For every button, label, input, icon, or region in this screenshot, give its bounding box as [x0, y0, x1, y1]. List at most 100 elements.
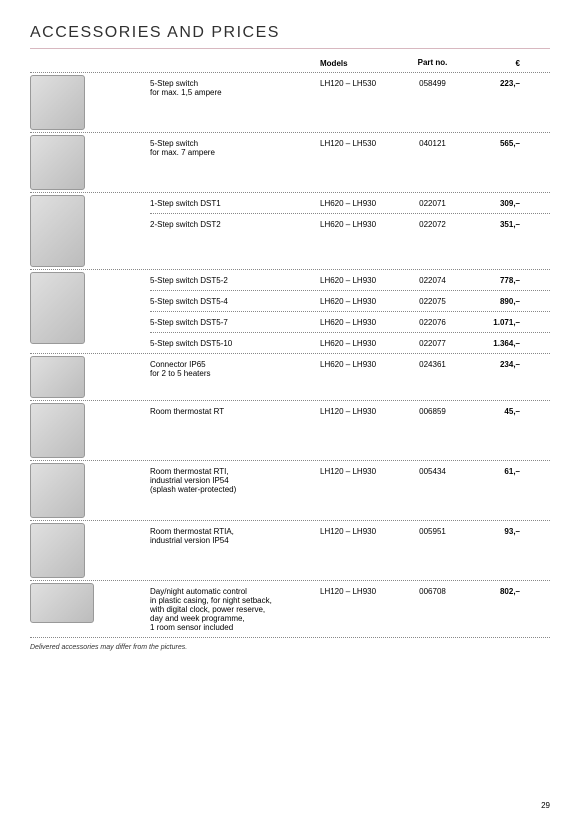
model-cell: LH620 – LH930 — [320, 276, 405, 285]
table-row: 5-Step switch DST5-7LH620 – LH9300220761… — [150, 312, 550, 333]
model-cell: LH120 – LH930 — [320, 587, 405, 632]
part-cell: 005951 — [405, 527, 460, 545]
desc-cell: Day/night automatic controlin plastic ca… — [150, 587, 320, 632]
table-row: Day/night automatic controlin plastic ca… — [150, 581, 550, 637]
part-cell: 040121 — [405, 139, 460, 157]
product-image — [30, 583, 94, 623]
product-image-cell — [30, 73, 150, 132]
model-cell: LH620 – LH930 — [320, 199, 405, 208]
footnote: Delivered accessories may differ from th… — [30, 644, 550, 651]
product-image — [30, 195, 85, 267]
price-cell: 890,– — [460, 297, 520, 306]
model-cell: LH120 – LH930 — [320, 527, 405, 545]
price-cell: 1.364,– — [460, 339, 520, 348]
model-cell: LH120 – LH930 — [320, 467, 405, 494]
part-cell: 006708 — [405, 587, 460, 632]
desc-cell: 5-Step switchfor max. 7 ampere — [150, 139, 320, 157]
table-row: Room thermostat RTIA,industrial version … — [150, 521, 550, 550]
price-cell: 309,– — [460, 199, 520, 208]
part-cell: 022072 — [405, 220, 460, 229]
table-row-group: Room thermostat RTLH120 – LH93000685945,… — [30, 401, 550, 461]
desc-cell: 5-Step switchfor max. 1,5 ampere — [150, 79, 320, 97]
price-cell: 223,– — [460, 79, 520, 97]
desc-cell: 2-Step switch DST2 — [150, 220, 320, 229]
header-models: Models — [320, 59, 405, 68]
price-cell: 778,– — [460, 276, 520, 285]
table-row: 1-Step switch DST1LH620 – LH930022071309… — [150, 193, 550, 214]
table-row-group: 5-Step switchfor max. 1,5 ampereLH120 – … — [30, 73, 550, 133]
table-row-group: Room thermostat RTI,industrial version I… — [30, 461, 550, 521]
model-cell: LH620 – LH930 — [320, 318, 405, 327]
desc-cell: Connector IP65for 2 to 5 heaters — [150, 360, 320, 378]
price-cell: 351,– — [460, 220, 520, 229]
price-cell: 61,– — [460, 467, 520, 494]
product-image — [30, 463, 85, 518]
product-image-cell — [30, 461, 150, 520]
product-image — [30, 75, 85, 130]
product-image — [30, 135, 85, 190]
table-row: Room thermostat RTI,industrial version I… — [150, 461, 550, 499]
table-header: Models Part no. € — [30, 55, 550, 73]
table-row: 5-Step switch DST5-10LH620 – LH930022077… — [150, 333, 550, 353]
model-cell: LH120 – LH930 — [320, 407, 405, 416]
table-row-group: Room thermostat RTIA,industrial version … — [30, 521, 550, 581]
product-image — [30, 403, 85, 458]
product-image-cell — [30, 354, 150, 400]
part-cell: 058499 — [405, 79, 460, 97]
model-cell: LH120 – LH530 — [320, 79, 405, 97]
model-cell: LH620 – LH930 — [320, 360, 405, 378]
price-cell: 93,– — [460, 527, 520, 545]
table-row: 5-Step switchfor max. 7 ampereLH120 – LH… — [150, 133, 550, 162]
model-cell: LH620 – LH930 — [320, 220, 405, 229]
product-image — [30, 356, 85, 398]
page-title: ACCESSORIES AND PRICES — [30, 24, 550, 49]
desc-cell: Room thermostat RT — [150, 407, 320, 416]
desc-cell: Room thermostat RTI,industrial version I… — [150, 467, 320, 494]
part-cell: 024361 — [405, 360, 460, 378]
price-cell: 802,– — [460, 587, 520, 632]
product-image-cell — [30, 401, 150, 460]
part-cell: 022076 — [405, 318, 460, 327]
table-row: 5-Step switch DST5-2LH620 – LH9300220747… — [150, 270, 550, 291]
product-image-cell — [30, 581, 150, 637]
desc-cell: 5-Step switch DST5-4 — [150, 297, 320, 306]
price-cell: 45,– — [460, 407, 520, 416]
product-image — [30, 523, 85, 578]
page-number: 29 — [541, 801, 550, 810]
desc-cell: 5-Step switch DST5-7 — [150, 318, 320, 327]
table-row: 5-Step switchfor max. 1,5 ampereLH120 – … — [150, 73, 550, 102]
header-part: Part no. — [405, 59, 460, 68]
table-row-group: Connector IP65for 2 to 5 heatersLH620 – … — [30, 354, 550, 401]
part-cell: 022077 — [405, 339, 460, 348]
desc-cell: 5-Step switch DST5-2 — [150, 276, 320, 285]
price-cell: 234,– — [460, 360, 520, 378]
table-row: Room thermostat RTLH120 – LH93000685945,… — [150, 401, 550, 421]
header-price: € — [460, 59, 520, 68]
price-cell: 565,– — [460, 139, 520, 157]
table-row: 2-Step switch DST2LH620 – LH930022072351… — [150, 214, 550, 234]
part-cell: 022075 — [405, 297, 460, 306]
table-row: 5-Step switch DST5-4LH620 – LH9300220758… — [150, 291, 550, 312]
desc-cell: 1-Step switch DST1 — [150, 199, 320, 208]
table-row-group: 5-Step switchfor max. 7 ampereLH120 – LH… — [30, 133, 550, 193]
table-row-group: 1-Step switch DST1LH620 – LH930022071309… — [30, 193, 550, 270]
product-image-cell — [30, 521, 150, 580]
model-cell: LH620 – LH930 — [320, 339, 405, 348]
table-row: Connector IP65for 2 to 5 heatersLH620 – … — [150, 354, 550, 383]
price-table: 5-Step switchfor max. 1,5 ampereLH120 – … — [30, 73, 550, 638]
part-cell: 006859 — [405, 407, 460, 416]
product-image-cell — [30, 133, 150, 192]
desc-cell: 5-Step switch DST5-10 — [150, 339, 320, 348]
product-image-cell — [30, 270, 150, 353]
product-image — [30, 272, 85, 344]
table-row-group: 5-Step switch DST5-2LH620 – LH9300220747… — [30, 270, 550, 354]
model-cell: LH620 – LH930 — [320, 297, 405, 306]
part-cell: 022074 — [405, 276, 460, 285]
product-image-cell — [30, 193, 150, 269]
desc-cell: Room thermostat RTIA,industrial version … — [150, 527, 320, 545]
price-cell: 1.071,– — [460, 318, 520, 327]
table-row-group: Day/night automatic controlin plastic ca… — [30, 581, 550, 638]
model-cell: LH120 – LH530 — [320, 139, 405, 157]
part-cell: 005434 — [405, 467, 460, 494]
part-cell: 022071 — [405, 199, 460, 208]
